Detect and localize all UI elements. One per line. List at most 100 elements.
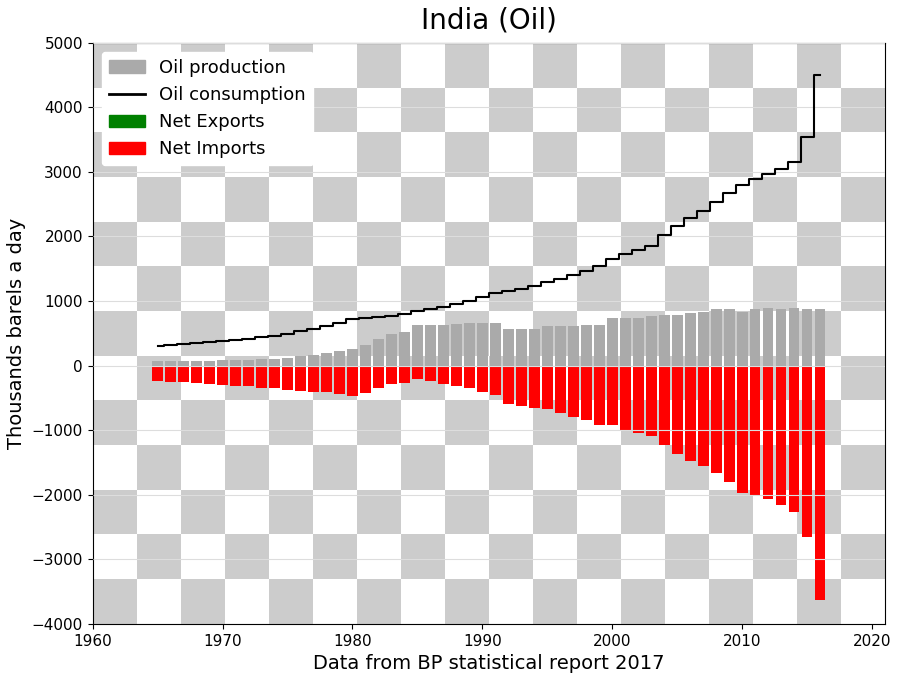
Bar [797, 132, 842, 177]
Bar [386, 366, 397, 384]
Bar [621, 311, 665, 356]
Bar [445, 311, 489, 356]
Bar [269, 366, 280, 388]
Bar [753, 490, 797, 534]
Bar [621, 445, 665, 490]
Bar [230, 366, 240, 386]
Bar [356, 534, 400, 579]
Bar [400, 366, 410, 384]
Bar [709, 356, 753, 401]
Bar [400, 0, 445, 43]
Bar [356, 445, 400, 490]
Bar [842, 132, 886, 177]
Bar [360, 345, 371, 366]
Bar [374, 339, 383, 366]
Bar [842, 534, 886, 579]
Bar [776, 366, 787, 505]
Bar [797, 222, 842, 267]
Bar [400, 222, 445, 267]
Bar [451, 366, 462, 386]
Bar [665, 0, 709, 43]
Bar [137, 43, 181, 88]
Bar [750, 366, 760, 496]
Bar [181, 490, 225, 534]
Bar [709, 490, 753, 534]
Bar [577, 579, 621, 624]
Bar [665, 490, 709, 534]
Bar [568, 366, 579, 418]
Bar [269, 267, 313, 311]
Bar [503, 329, 514, 366]
Bar [709, 401, 753, 445]
Bar [321, 366, 332, 392]
Bar [533, 401, 577, 445]
Bar [665, 177, 709, 222]
Bar [445, 445, 489, 490]
Bar [529, 329, 540, 366]
Bar [665, 401, 709, 445]
Bar [753, 132, 797, 177]
Bar [400, 534, 445, 579]
Bar [400, 332, 410, 366]
Bar [724, 366, 734, 482]
Bar [533, 88, 577, 132]
Bar [269, 359, 280, 366]
Bar [225, 579, 269, 624]
Bar [347, 350, 357, 366]
Bar [217, 360, 228, 366]
Bar [634, 318, 643, 366]
Bar [842, 267, 886, 311]
Bar [533, 0, 577, 43]
Bar [181, 0, 225, 43]
Bar [802, 309, 813, 366]
Bar [313, 445, 356, 490]
Bar [709, 177, 753, 222]
Bar [665, 222, 709, 267]
Bar [665, 534, 709, 579]
Bar [313, 177, 356, 222]
Bar [620, 318, 631, 366]
Bar [797, 311, 842, 356]
Bar [842, 177, 886, 222]
Bar [425, 325, 436, 366]
Bar [555, 366, 565, 413]
Bar [577, 88, 621, 132]
Bar [445, 177, 489, 222]
Bar [356, 0, 400, 43]
Bar [321, 353, 332, 366]
Bar [356, 267, 400, 311]
Bar [533, 267, 577, 311]
Bar [709, 88, 753, 132]
Bar [621, 43, 665, 88]
Bar [685, 313, 696, 366]
Bar [489, 579, 533, 624]
Bar [93, 490, 137, 534]
Bar [309, 366, 319, 392]
Bar [360, 366, 371, 393]
Bar [152, 366, 163, 381]
Bar [659, 366, 670, 445]
Bar [886, 445, 900, 490]
Bar [313, 267, 356, 311]
Bar [137, 267, 181, 311]
Bar [93, 311, 137, 356]
Bar [533, 177, 577, 222]
Bar [93, 177, 137, 222]
Bar [313, 88, 356, 132]
Bar [181, 132, 225, 177]
Bar [137, 445, 181, 490]
Bar [93, 579, 137, 624]
Bar [356, 132, 400, 177]
Bar [412, 366, 423, 379]
Bar [269, 177, 313, 222]
Bar [400, 579, 445, 624]
Bar [225, 43, 269, 88]
Bar [400, 401, 445, 445]
Bar [269, 579, 313, 624]
Bar [445, 43, 489, 88]
Bar [225, 222, 269, 267]
Bar [533, 490, 577, 534]
Y-axis label: Thousands barels a day: Thousands barels a day [7, 218, 26, 449]
Bar [753, 267, 797, 311]
Bar [445, 490, 489, 534]
